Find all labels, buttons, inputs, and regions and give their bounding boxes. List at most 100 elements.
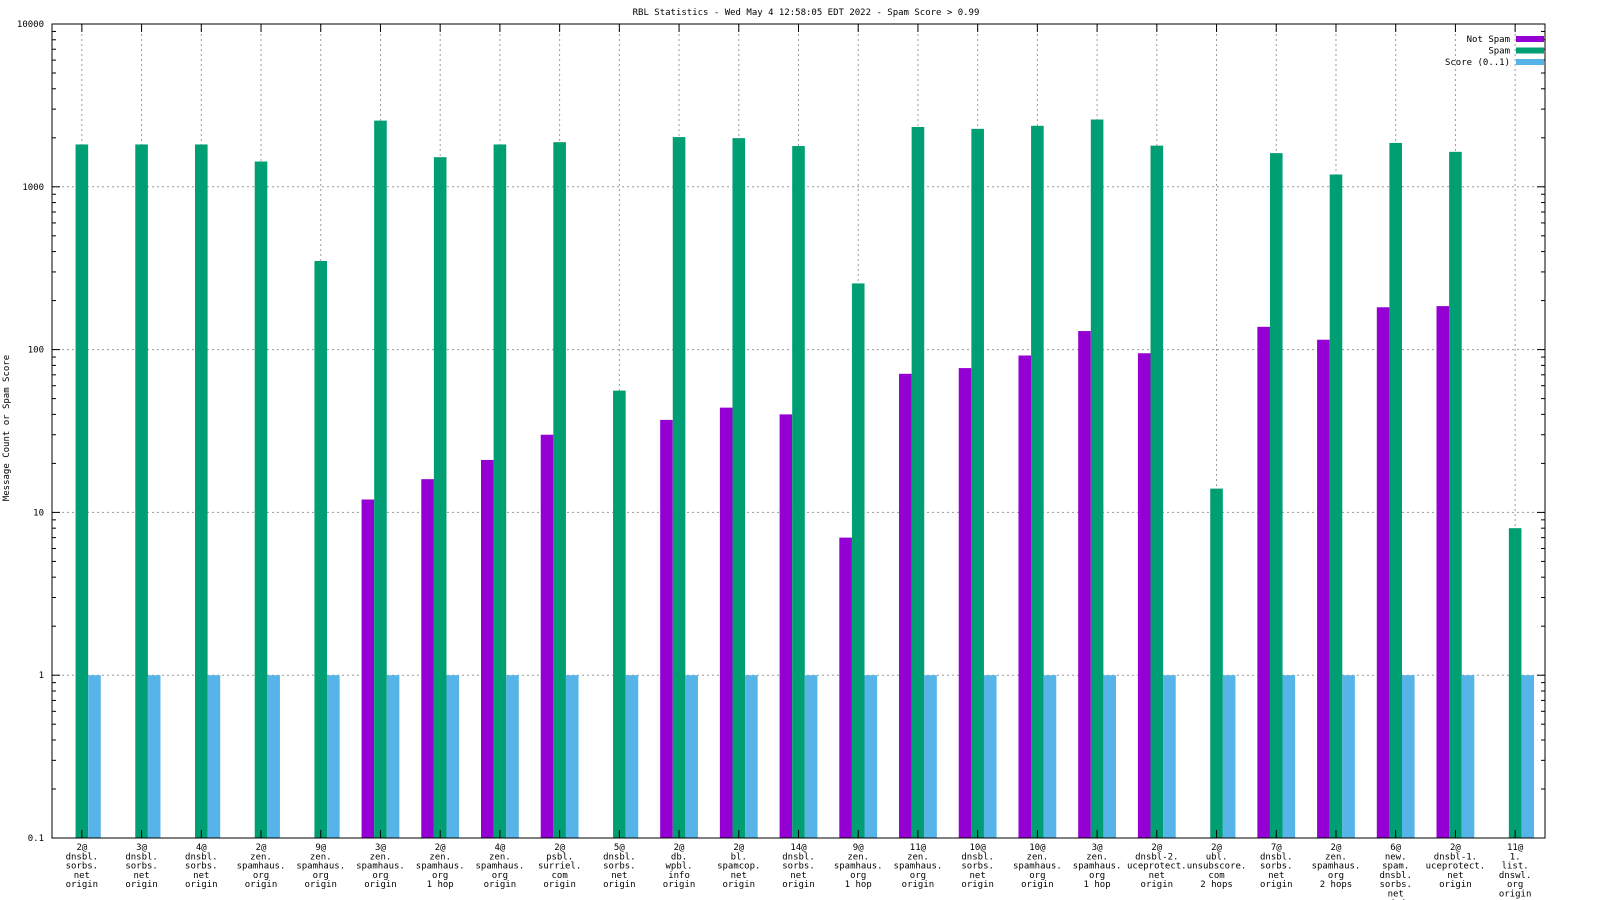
x-tick-label-line: org <box>372 871 388 881</box>
x-tick-label-line: 2@ <box>1211 843 1222 853</box>
x-tick-label-line: com <box>551 871 567 881</box>
y-tick-label: 0.1 <box>28 834 44 844</box>
bar-score-0-1 <box>506 675 519 838</box>
x-tick-label: 14@ dnsbl. sorbs. net origin <box>782 843 815 890</box>
x-tick-label-line: org <box>1328 871 1344 881</box>
x-tick-label-line: 2@ <box>256 843 267 853</box>
x-tick-label-line: org <box>910 871 926 881</box>
x-tick-label-line: zen. <box>847 852 869 862</box>
bar-score-0-1 <box>625 675 639 838</box>
x-tick-label-line: org <box>1507 880 1523 890</box>
bar-not-spam <box>421 479 434 838</box>
x-tick-label-line: spamhaus. <box>296 862 345 872</box>
x-tick-label-line: org <box>1029 871 1045 881</box>
x-tick-label: 9@ zen. spamhaus. org origin <box>296 843 345 890</box>
x-tick-label-line: surriel. <box>538 862 581 872</box>
x-tick-label-line: org <box>253 871 269 881</box>
x-tick-label-line: sorbs. <box>66 862 99 872</box>
x-tick-label-line: dnswl. <box>1499 871 1532 881</box>
bar-score-0-1 <box>1282 675 1296 838</box>
x-tick-label: 5@ dnsbl. sorbs. net origin <box>603 843 636 890</box>
bar-spam <box>1508 528 1522 838</box>
x-tick-label-line: dnsbl. <box>782 852 815 862</box>
x-tick-label-line: 5@ <box>614 843 625 853</box>
y-tick-label: 10 <box>33 508 44 518</box>
y-tick-label: 100 <box>28 346 44 356</box>
legend-swatch <box>1516 47 1544 54</box>
x-tick-label: 2@ psbl. surriel. com origin <box>538 843 581 890</box>
x-tick-label: 3@ zen. spamhaus. org 1 hop <box>1073 843 1122 890</box>
x-tick-label-line: net <box>74 871 90 881</box>
bar-score-0-1 <box>446 675 460 838</box>
x-tick-label-line: dnsbl. <box>603 852 636 862</box>
x-tick-label-line: origin <box>364 880 397 890</box>
x-tick-label-line: origin <box>484 880 517 890</box>
bar-spam <box>1090 119 1104 839</box>
x-tick-label-line: origin <box>245 880 278 890</box>
x-tick-label-line: org <box>1089 871 1105 881</box>
bar-spam <box>911 126 925 839</box>
x-tick-label-line: dnsbl. <box>185 852 218 862</box>
x-tick-label-line: uceprotect. <box>1426 862 1486 872</box>
x-tick-label-line: new. <box>1385 852 1407 862</box>
bar-spam <box>75 144 89 838</box>
bar-not-spam <box>660 419 673 838</box>
bar-spam <box>1031 125 1044 839</box>
x-tick-label-line: origin <box>543 880 576 890</box>
bar-not-spam <box>481 459 494 838</box>
x-tick-label-line: net <box>133 871 149 881</box>
x-tick-label: 2@ dnsbl. sorbs. net origin <box>66 843 99 890</box>
bar-not-spam <box>899 373 912 838</box>
x-tick-label-line: net <box>1149 871 1165 881</box>
bar-spam <box>195 144 208 838</box>
bar-not-spam <box>1078 331 1091 838</box>
x-tick-label: 2@ dnsbl-2. uceprotect. net origin <box>1127 843 1187 890</box>
bar-spam <box>672 137 686 838</box>
bar-score-0-1 <box>1521 675 1535 838</box>
x-tick-label-line: spam. <box>1382 862 1409 872</box>
x-tick-label-line: spamhaus. <box>476 862 525 872</box>
bar-not-spam <box>1257 326 1270 838</box>
bar-score-0-1 <box>327 675 340 838</box>
x-tick-label-line: origin <box>782 880 815 890</box>
bar-spam <box>433 157 447 838</box>
x-tick-label-line: 9@ <box>853 843 864 853</box>
x-tick-label: 11@ zen. spamhaus. org origin <box>894 843 943 890</box>
bar-not-spam <box>958 368 972 838</box>
x-tick-label-line: origin <box>1141 880 1174 890</box>
bar-not-spam <box>1018 355 1032 838</box>
bar-spam <box>971 128 984 838</box>
bar-spam <box>1389 142 1402 839</box>
x-tick-label-line: zen. <box>907 852 929 862</box>
bar-not-spam <box>719 407 733 838</box>
x-tick-label: 3@ dnsbl. sorbs. net origin <box>125 843 158 890</box>
x-tick-label: 7@ dnsbl. sorbs. net origin <box>1260 843 1293 890</box>
bar-spam <box>314 261 328 838</box>
bar-spam <box>374 120 387 839</box>
x-tick-label-line: origin <box>304 880 337 890</box>
bar-spam <box>1329 174 1343 838</box>
x-tick-label-line: net <box>731 871 747 881</box>
y-tick-label: 1 <box>39 671 44 681</box>
x-tick-label-line: spamhaus. <box>1073 862 1122 872</box>
bar-spam <box>254 161 268 838</box>
bar-spam <box>1210 488 1223 838</box>
bar-score-0-1 <box>147 675 161 838</box>
x-tick-label-line: 2 hops <box>1200 880 1233 890</box>
x-tick-label-line: 1 hop <box>427 880 454 890</box>
x-tick-label: 2@ ubl. unsubscore. com 2 hops <box>1187 843 1247 890</box>
bar-spam <box>1449 151 1462 838</box>
x-tick-label-line: 4@ <box>494 843 505 853</box>
x-tick-label-line: spamhaus. <box>834 862 883 872</box>
bar-spam <box>613 390 626 838</box>
y-tick-label: 10000 <box>17 20 44 30</box>
bar-spam <box>851 283 865 838</box>
x-tick-label-line: origin <box>185 880 218 890</box>
x-tick-label-line: 6@ <box>1390 843 1401 853</box>
x-tick-label-line: origin <box>1499 890 1532 900</box>
x-tick-label-line: sorbs. <box>125 862 158 872</box>
x-tick-label-line: sorbs. <box>1379 880 1412 890</box>
bar-spam <box>553 142 566 838</box>
